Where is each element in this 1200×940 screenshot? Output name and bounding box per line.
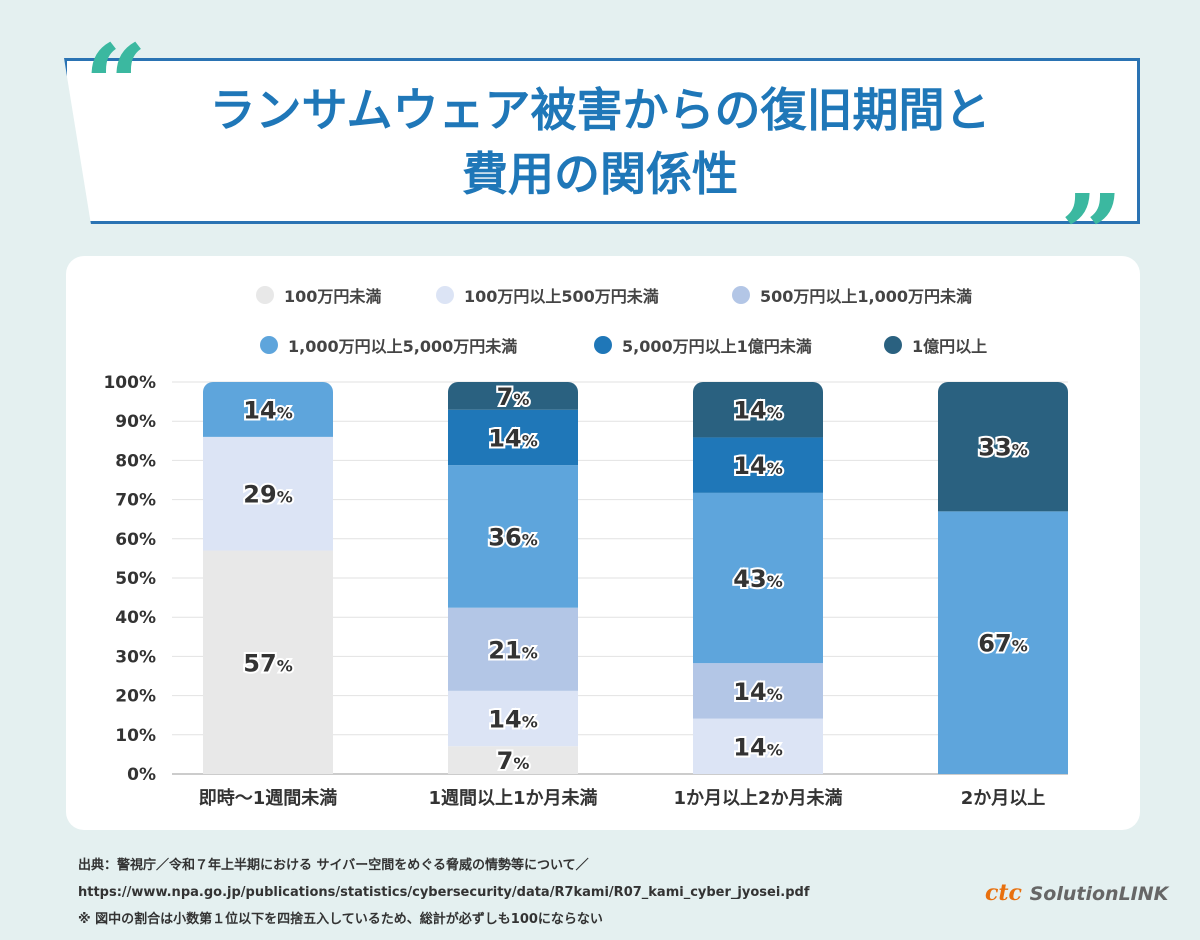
bar-segment <box>693 437 823 493</box>
data-label: 67% <box>978 630 1027 658</box>
x-tick-label: 1週間以上1か月未満 <box>428 787 597 809</box>
legend-item: 100万円以上500万円未満 <box>436 283 659 307</box>
y-tick-label: 0% <box>127 765 156 785</box>
logo: ctc SolutionLINK <box>985 880 1168 906</box>
x-tick-label: 1か月以上2か月未満 <box>673 787 842 809</box>
bar-segment <box>448 690 578 747</box>
legend-swatch <box>436 286 454 304</box>
y-tick-label: 60% <box>115 530 156 550</box>
bar-segment <box>938 511 1068 774</box>
y-tick-label: 80% <box>115 451 156 471</box>
logo-name: SolutionLINK <box>1029 883 1169 905</box>
legend-swatch <box>260 336 278 354</box>
x-tick-label: 2か月以上 <box>961 788 1046 809</box>
source-url[interactable]: https://www.npa.go.jp/publications/stati… <box>78 885 810 900</box>
legend-item: 5,000万円以上1億円未満 <box>594 333 812 357</box>
bar-segment <box>203 436 333 551</box>
bar-segment <box>203 550 333 774</box>
legend-label: 1億円以上 <box>912 337 988 356</box>
title-banner <box>64 58 1140 224</box>
bar-segment <box>448 607 578 691</box>
legend-item: 1,000万円以上5,000万円未満 <box>260 333 517 357</box>
legend-label: 1,000万円以上5,000万円未満 <box>288 337 518 356</box>
y-tick-label: 100% <box>103 373 156 393</box>
y-tick-label: 10% <box>115 726 156 746</box>
stacked-bar-chart: 0%10%20%30%40%50%60%70%80%90%100%57%29%1… <box>103 373 1068 809</box>
source-notes: 出典：警視庁／令和７年上半期における サイバー空間をめぐる脅威の情勢等について／… <box>78 852 810 933</box>
y-tick-label: 70% <box>115 491 156 511</box>
legend-swatch <box>732 286 750 304</box>
y-tick-label: 90% <box>115 412 156 432</box>
bar-segment <box>938 382 1068 512</box>
bar-segment <box>448 465 578 608</box>
data-label: 36% <box>488 523 537 551</box>
bar-segment <box>693 492 823 664</box>
title-line-2: 費用の関係性 <box>462 147 738 201</box>
legend-swatch <box>594 336 612 354</box>
legend-label: 100万円未満 <box>284 287 382 306</box>
bar-segment <box>203 382 333 437</box>
title-line-1: ランサムウェア被害からの復旧期間と <box>209 83 991 137</box>
bar-segment <box>693 663 823 719</box>
bar-segment <box>693 382 823 438</box>
legend-swatch <box>884 336 902 354</box>
source-line: 出典：警視庁／令和７年上半期における サイバー空間をめぐる脅威の情勢等について／ <box>78 858 589 873</box>
bar-segment <box>448 382 578 410</box>
x-tick-label: 即時～1週間未満 <box>199 787 338 809</box>
legend-item: 500万円以上1,000万円未満 <box>732 283 972 307</box>
y-tick-label: 50% <box>115 569 156 589</box>
legend-label: 5,000万円以上1億円未満 <box>622 337 812 356</box>
rounding-note: ※ 図中の割合は小数第１位以下を四捨五入しているため、総計が必ずしも100になら… <box>78 912 603 927</box>
open-quote-icon: “ <box>84 20 148 149</box>
y-tick-label: 30% <box>115 647 156 667</box>
y-tick-label: 20% <box>115 687 156 707</box>
legend-swatch <box>256 286 274 304</box>
legend-label: 100万円以上500万円未満 <box>464 287 659 306</box>
legend-label: 500万円以上1,000万円未満 <box>760 287 973 306</box>
bar-segment <box>448 746 578 774</box>
y-tick-label: 40% <box>115 608 156 628</box>
bar-segment <box>693 718 823 774</box>
legend-item: 1億円以上 <box>884 333 987 357</box>
data-label: 14% <box>488 424 537 452</box>
logo-ctc: ctc <box>985 880 1022 906</box>
data-label: 14% <box>733 678 782 706</box>
legend-item: 100万円未満 <box>256 283 381 307</box>
page-title: ランサムウェア被害からの復旧期間と 費用の関係性 <box>0 78 1200 206</box>
bar-segment <box>448 409 578 466</box>
